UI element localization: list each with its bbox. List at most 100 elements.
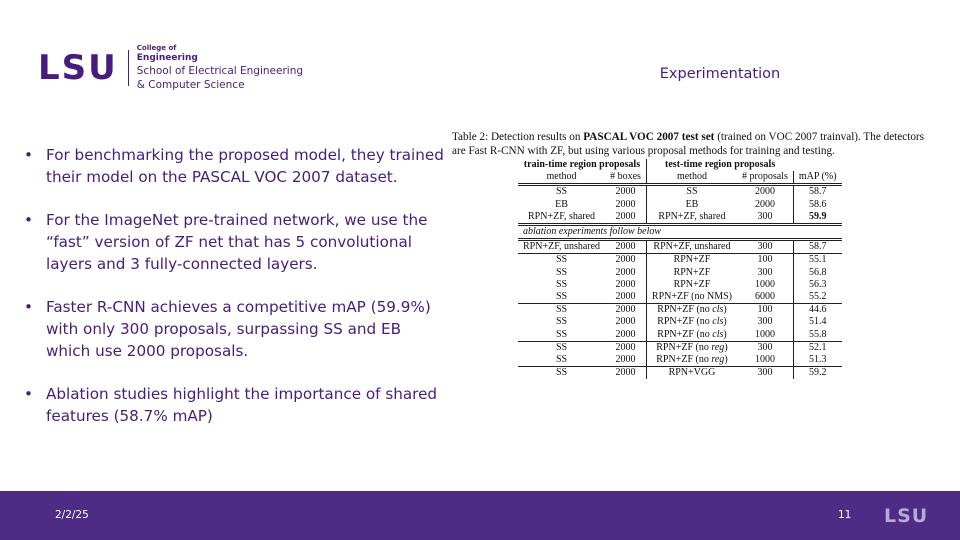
cell-map: 55.1 [793,253,842,267]
cell-proposals: 300 [737,210,794,225]
cell-test-method: RPN+ZF, shared [646,211,737,225]
col-header-boxes: # boxes [605,171,647,185]
cell-train-method: SS [518,340,606,355]
group-header-test: test-time region proposals [665,159,776,170]
cell-proposals: 300 [737,266,794,279]
table-row: RPN+ZF, shared 2000 RPN+ZF, shared 300 59.9 [518,210,842,225]
test-method-ablated: cls [712,328,724,340]
table-row: SS 2000 RPN+ZF 300 56.8 [518,266,842,279]
logo-text: College of Engineering School of Electri… [137,44,303,92]
bullet-glyph: • [24,385,33,403]
cell-test-method: RPN+ZF (no cls) [646,329,737,342]
cell-test-method: RPN+ZF (no cls) [646,316,737,328]
school-line-1: School of Electrical Engineering [136,65,304,77]
col-header-proposals: # proposals [737,171,794,185]
test-method-close: ) [723,304,727,316]
cell-train-method: RPN+ZF, shared [528,210,596,222]
lsu-engineering-logo: LSU College of Engineering School of Ele… [38,44,303,92]
cell-map: 44.6 [793,303,842,317]
cell-proposals: 1000 [737,328,794,342]
cell-boxes: 2000 [605,366,647,380]
col-header-method-test: method [676,171,707,183]
col-header-method: method [546,171,577,183]
cell-map: 56.3 [808,278,827,290]
cell-test-method: RPN+ZF (no NMS) [646,291,737,304]
cell-test-method: RPN+ZF (no cls) [646,303,738,317]
table-row: SS 2000 SS 2000 58.7 [518,183,842,199]
cell-map: 52.1 [793,340,842,355]
bullet-glyph: • [24,298,33,316]
caption-bold: PASCAL VOC 2007 test set [583,131,715,143]
table-row: RPN+ZF, unshared 2000 RPN+ZF, unshared 300 5… [518,238,842,254]
cell-test-method: SS [646,183,738,199]
test-method-text: RPN+ZF, shared [658,210,726,222]
table-row: SS 2000 RPN+ZF 100 55.1 [518,253,842,267]
test-method-text: RPN+ZF [673,254,711,266]
test-method-text: RPN+ZF (no [657,316,713,328]
test-method-text: RPN+ZF (no NMS) [651,291,733,303]
table-caption: Table 2: Detection results on PASCAL VOC… [452,130,940,158]
cell-test-method: RPN+VGG [646,366,738,380]
cell-map: 59.9 [808,210,827,222]
test-method-text: EB [685,198,699,210]
table-row: SS 2000 RPN+ZF 1000 56.3 [518,278,842,292]
logo-divider [127,50,129,86]
table-row: SS 2000 RPN+ZF (no NMS) 6000 55.2 [518,291,842,304]
test-method-text: SS [686,186,698,198]
cell-map: 51.4 [808,316,827,328]
cell-boxes: 2000 [605,253,647,267]
caption-post: (trained on VOC 2007 trainval). The dete… [452,131,924,157]
cell-test-method: RPN+ZF (no reg) [646,340,738,355]
bullet-glyph: • [24,146,33,164]
engineering-label: Engineering [136,53,198,63]
cell-proposals: 300 [737,238,794,254]
footer-date: 2/2/25 [55,509,89,521]
cell-proposals: 2000 [737,198,794,211]
cell-proposals: 100 [737,303,794,317]
cell-proposals: 300 [737,340,794,355]
cell-proposals: 2000 [737,183,794,199]
cell-map: 55.8 [808,328,827,340]
test-method-close: ) [723,328,727,340]
cell-test-method: RPN+ZF, unshared [646,238,738,254]
cell-proposals: 1000 [737,354,794,367]
test-method-close: ) [723,316,727,328]
cell-train-method: SS [555,316,568,328]
cell-map: 55.2 [808,291,827,303]
cell-map: 56.8 [808,266,827,278]
cell-map: 58.6 [808,198,827,210]
test-method-close: ) [724,341,728,353]
cell-map: 58.7 [793,183,842,199]
bullet-text: For the ImageNet pre-trained network, we… [46,211,428,273]
cell-test-method: EB [646,199,737,211]
cell-map: 59.2 [793,366,842,380]
college-of-label: College of [136,44,177,52]
bullet-item: • Faster R-CNN achieves a competitive mAP… [24,296,444,362]
test-method-ablated: cls [712,316,724,328]
table-row: SS 2000 RPN+ZF (no reg) 300 52.1 [518,340,842,355]
group-header-train: train-time region proposals [518,159,647,172]
cell-train-method: SS [518,303,606,317]
test-method-text: RPN+ZF (no [657,328,713,340]
cell-train-method: EB [555,198,568,210]
table-row: SS 2000 RPN+VGG 300 59.2 [518,366,842,380]
bullet-glyph: • [24,211,33,229]
test-method-ablated: cls [712,304,724,316]
cell-train-method: SS [555,354,568,366]
cell-train-method: SS [555,278,568,290]
test-method-ablated: reg [711,341,725,353]
cell-boxes: 2000 [605,278,647,292]
cell-train-method: RPN+ZF, unshared [518,238,606,254]
cell-boxes: 2000 [605,266,647,279]
cell-boxes: 2000 [605,198,647,211]
table-body: SS 2000 SS 2000 58.7 EB 2000 EB 2000 58.6 RPN+ZF, … [518,183,842,380]
bullet-text: Ablation studies highlight the importanc… [46,385,438,425]
caption-pre: Table 2: Detection results on [452,131,584,143]
slide-title: Experimentation [659,66,781,82]
bullet-item: • For benchmarking the proposed model, th… [24,144,444,188]
cell-proposals: 1000 [737,278,794,292]
cell-boxes: 2000 [605,354,647,367]
cell-proposals: 300 [737,316,794,329]
test-method-text: RPN+ZF [673,278,711,290]
footer-bar: 2/2/25 11 LSU [0,491,960,540]
